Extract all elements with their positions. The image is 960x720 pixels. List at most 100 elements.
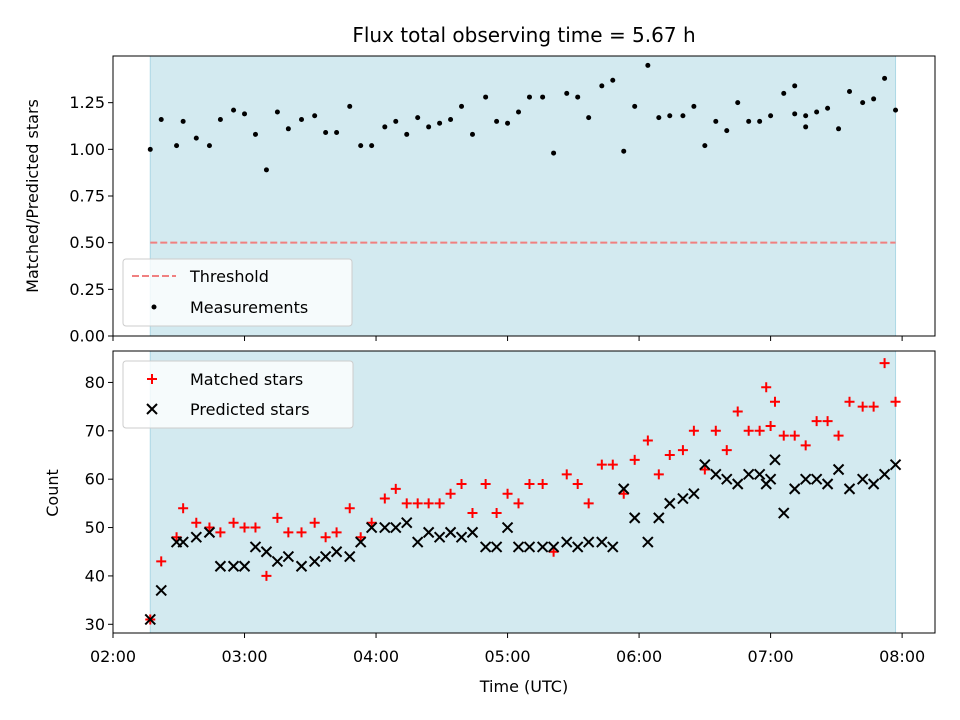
bottom-x-tick-label: 05:00 [485,647,531,666]
measurement-point [792,83,798,89]
bottom-x-axis-label: Time (UTC) [479,677,568,696]
bottom-y-axis: 30 40 50 60 70 80 [85,373,113,634]
predicted-star-point [832,463,845,476]
matched-star-point [309,517,320,528]
measurement-point [893,107,899,113]
predicted-star-point [688,487,700,500]
matched-star-point [789,430,800,441]
measurement-point [656,115,662,121]
bottom-legend: Matched stars Predicted stars [122,360,354,429]
measurement-point [483,94,489,100]
measurement-point [426,124,432,130]
predicted-star-point [390,521,402,534]
matched-star-point [761,382,772,393]
measurement-point [847,88,853,94]
predicted-star-point [732,478,744,490]
predicted-star-point [664,497,676,510]
legend-measurements-label: Measurements [190,298,308,317]
matched-star-point [191,517,202,528]
predicted-star-point [271,555,284,568]
measurement-point [231,107,237,113]
predicted-star-point [144,613,156,626]
measurement-point [323,130,329,136]
predicted-star-point [561,536,573,548]
predicted-star-point [642,536,654,548]
matched-star-point [769,396,780,407]
matched-star-point [844,396,855,407]
matched-stars-layer [145,358,901,625]
measurement-point [757,118,763,124]
predicted-star-point [721,473,733,485]
predicted-star-point [607,541,619,553]
predicted-star-point [889,458,902,471]
matched-star-point [296,527,307,538]
measurement-point [206,143,212,149]
measurement-point [667,113,673,119]
top-y-axis-label: Matched/Predicted stars [23,99,42,293]
matched-star-point [721,445,732,456]
measurement-point [526,94,532,100]
predicted-star-point [536,541,549,553]
bottom-x-tick-label: 04:00 [353,647,399,666]
measurement-point [415,115,421,121]
bottom-y-tick-label: 60 [85,470,105,489]
matched-star-point [412,498,423,509]
predicted-star-point [295,560,308,572]
measurement-point [645,62,651,68]
bottom-x-axis: 02:00 03:00 04:00 05:00 06:00 07:00 08:00 [90,633,925,666]
bottom-y-axis-label: Count [43,469,62,517]
top-y-tick-label: 0.00 [69,327,105,346]
bottom-y-tick-label: 30 [85,615,105,634]
top-legend: Threshold Measurements [122,258,353,327]
matched-star-point [822,416,833,427]
matched-star-point [355,532,366,543]
measurement-point [274,109,280,115]
top-y-tick-label: 0.50 [69,233,105,252]
measurement-point [735,100,741,106]
predicted-star-point [856,473,869,485]
matched-star-point [379,493,390,504]
measurement-point [792,111,798,117]
predicted-star-point [843,483,856,495]
measurement-point [632,103,638,109]
predicted-star-point [867,478,880,490]
bottom-x-tick-label: 07:00 [748,647,794,666]
matched-star-point [732,406,743,417]
measurement-point [252,131,258,137]
measurement-point [540,94,546,100]
predicted-star-point [466,526,479,539]
legend-measurements-swatch [151,304,157,310]
predicted-star-point [319,550,332,563]
bottom-plot-frame [112,350,936,634]
matched-star-point [491,508,502,519]
measurement-point [299,116,305,122]
measurement-point [551,150,557,156]
matched-star-point [890,396,901,407]
matched-star-point [215,527,226,538]
legend-threshold-label: Threshold [189,267,269,286]
bottom-x-tick-label: 03:00 [221,647,267,666]
matched-star-point [467,508,478,519]
predicted-star-point [699,458,711,471]
predicted-star-point [778,507,790,519]
measurement-point [621,148,627,154]
measurement-point [358,143,364,149]
predicted-star-point [227,560,240,572]
measurement-point [691,103,697,109]
measurement-point [437,120,443,126]
measurement-point [347,103,353,109]
measurement-point [180,118,186,124]
bottom-x-tick-label: 08:00 [879,647,925,666]
matched-star-point [868,401,879,412]
predicted-star-point [490,541,503,553]
bottom-plot-panel: 30 40 50 60 70 80 02:00 03:00 04:00 05:00 06:00 07… [43,350,936,696]
measurement-point [803,124,809,130]
matched-star-point [561,469,572,480]
bottom-y-tick-label: 70 [85,421,105,440]
measurement-point [242,111,248,117]
predicted-star-point [810,473,823,485]
matched-star-point [320,532,331,543]
measurement-point [680,113,686,119]
predicted-star-point [365,521,378,534]
matched-star-point [765,420,776,431]
